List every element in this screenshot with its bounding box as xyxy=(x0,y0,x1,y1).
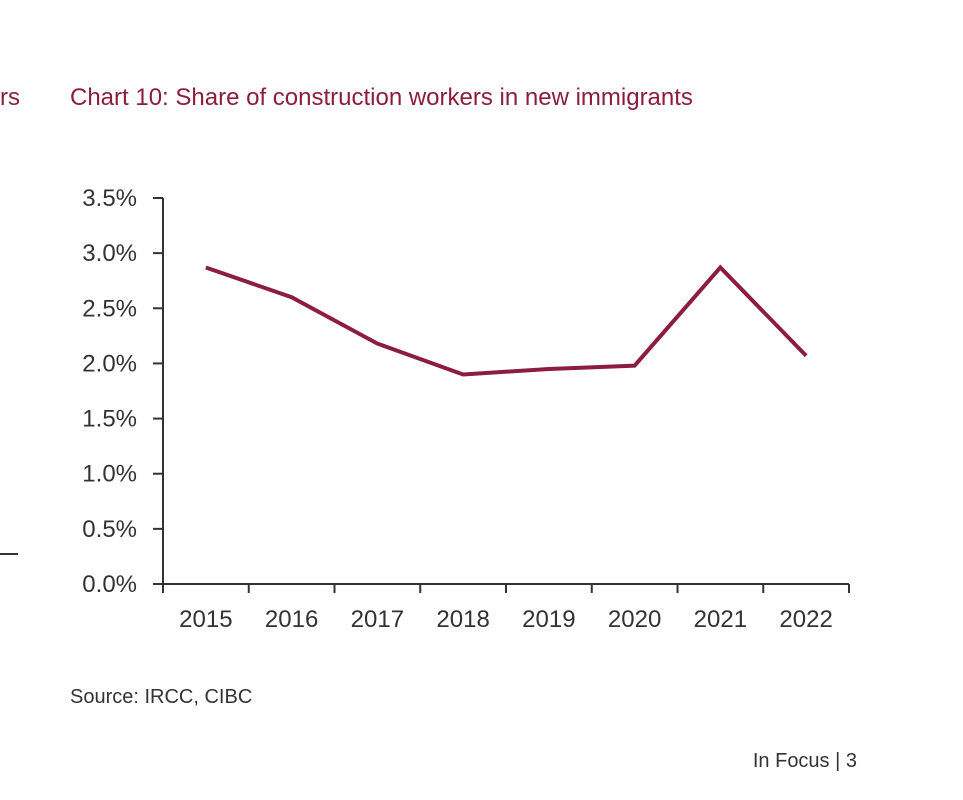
x-tick-label: 2019 xyxy=(522,606,575,633)
y-tick-label: 1.0% xyxy=(82,461,137,488)
y-axis: 0.0% 0.5% 1.0% 1.5% 2.0% 2.5% 3.0% 3.5% xyxy=(82,185,164,598)
cropped-left-text: rs xyxy=(0,84,20,111)
y-tick-label: 0.5% xyxy=(82,516,137,543)
x-tick-label: 2018 xyxy=(436,606,489,633)
x-axis: 2015 2016 2017 2018 2019 2020 2021 2022 xyxy=(162,583,850,633)
series-line xyxy=(205,264,808,377)
chart-title: Chart 10: Share of construction workers … xyxy=(70,84,693,111)
y-tick-label: 2.5% xyxy=(82,295,137,322)
y-tick-label: 2.0% xyxy=(82,350,137,377)
series-layer xyxy=(205,264,808,377)
x-tick-label: 2022 xyxy=(779,606,832,633)
y-tick-label: 1.5% xyxy=(82,406,137,433)
y-tick-label: 3.5% xyxy=(82,185,137,212)
y-tick-label: 0.0% xyxy=(82,571,137,598)
line-chart: 0.0%0.5%1.0%1.5%2.0%2.5%3.0%3.5% 2015 201… xyxy=(82,185,850,633)
x-tick-label: 2021 xyxy=(694,606,747,633)
x-tick-label: 2015 xyxy=(179,606,232,633)
y-tick-label: 3.0% xyxy=(82,240,137,267)
source-note: Source: IRCC, CIBC xyxy=(70,686,253,708)
page-footer: In Focus | 3 xyxy=(752,750,857,772)
x-tick-label: 2017 xyxy=(351,606,404,633)
x-tick-label: 2016 xyxy=(265,606,318,633)
cropped-left-rule xyxy=(0,553,18,555)
x-tick-label: 2020 xyxy=(608,606,661,633)
